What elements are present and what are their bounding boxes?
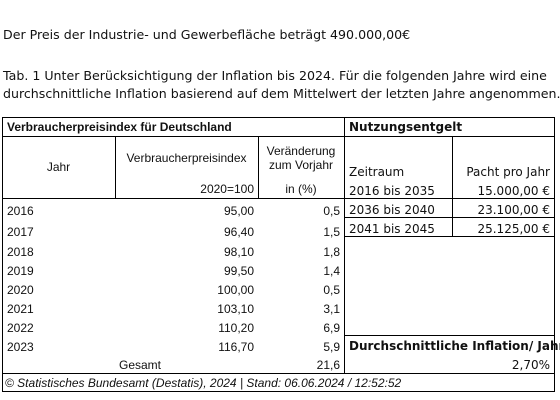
vpi-year: 2020 <box>7 283 34 297</box>
vpi-year: 2016 <box>7 204 34 218</box>
col-header-period: Zeitraum <box>349 165 405 179</box>
vpi-index-value: 100,00 <box>217 283 254 297</box>
vpi-change-value: 6,9 <box>323 321 340 335</box>
vpi-change-value: 5,9 <box>323 340 340 354</box>
vpi-change-value: 1,5 <box>323 225 340 239</box>
vpi-year: 2023 <box>7 340 34 354</box>
vpi-index-value: 95,00 <box>223 204 254 218</box>
table-caption-line-1: Tab. 1 Unter Berücksichtigung der Inflat… <box>3 68 547 83</box>
fee-rent: 25.125,00 € <box>477 222 550 236</box>
fee-table-title: Nutzungsentgelt <box>349 120 463 134</box>
vpi-index-value: 99,50 <box>223 264 254 278</box>
avg-inflation-value: 2,70% <box>511 358 550 372</box>
total-value: 21,6 <box>316 358 340 372</box>
total-label: Gesamt <box>119 358 162 372</box>
fee-period: 2036 bis 2040 <box>349 203 435 217</box>
vpi-year: 2021 <box>7 302 34 316</box>
unit-index: 2020=100 <box>200 182 254 196</box>
col-header-change-line-2: zum Vorjahr <box>268 158 334 172</box>
table-caption-line-2: durchschnittliche Inflation basierend au… <box>3 86 560 101</box>
vpi-change-value: 0,5 <box>323 283 340 297</box>
table-caption: Tab. 1 Unter Berücksichtigung der Inflat… <box>3 67 560 103</box>
unit-change: in (%) <box>285 182 317 196</box>
col-header-year: Jahr <box>46 160 71 174</box>
fee-rent: 15.000,00 € <box>477 184 550 198</box>
vpi-year: 2022 <box>7 321 34 335</box>
vpi-index-value: 116,70 <box>218 340 254 354</box>
vpi-year: 2019 <box>7 264 34 278</box>
vpi-change-value: 3,1 <box>323 302 340 316</box>
fee-period: 2016 bis 2035 <box>349 184 435 198</box>
vpi-index-value: 110,20 <box>218 321 254 335</box>
col-header-index: Verbraucherpreisindex <box>126 151 247 165</box>
vpi-year: 2018 <box>7 245 34 259</box>
price-sentence: Der Preis der Industrie- und Gewerbefläc… <box>3 27 411 42</box>
vpi-table-title: Verbraucherpreisindex für Deutschland <box>7 120 232 134</box>
col-header-change-line-1: Veränderung <box>266 144 336 158</box>
vpi-index-value: 98,10 <box>223 245 254 259</box>
fee-rent: 23.100,00 € <box>477 203 550 217</box>
vpi-year: 2017 <box>7 225 34 239</box>
avg-inflation-label: Durchschnittliche Inflation/ Jahr <box>349 339 560 353</box>
source-note: © Statistisches Bundesamt (Destatis), 20… <box>5 376 402 390</box>
inflation-table: Verbraucherpreisindex für Deutschland Ja… <box>2 117 560 392</box>
fee-period: 2041 bis 2045 <box>349 222 435 236</box>
vpi-index-value: 103,10 <box>217 302 254 316</box>
vpi-index-value: 96,40 <box>223 225 254 239</box>
vpi-change-value: 1,8 <box>323 245 340 259</box>
vpi-change-value: 0,5 <box>323 204 340 218</box>
vpi-change-value: 1,4 <box>323 264 340 278</box>
col-header-rent: Pacht pro Jahr <box>466 165 550 179</box>
